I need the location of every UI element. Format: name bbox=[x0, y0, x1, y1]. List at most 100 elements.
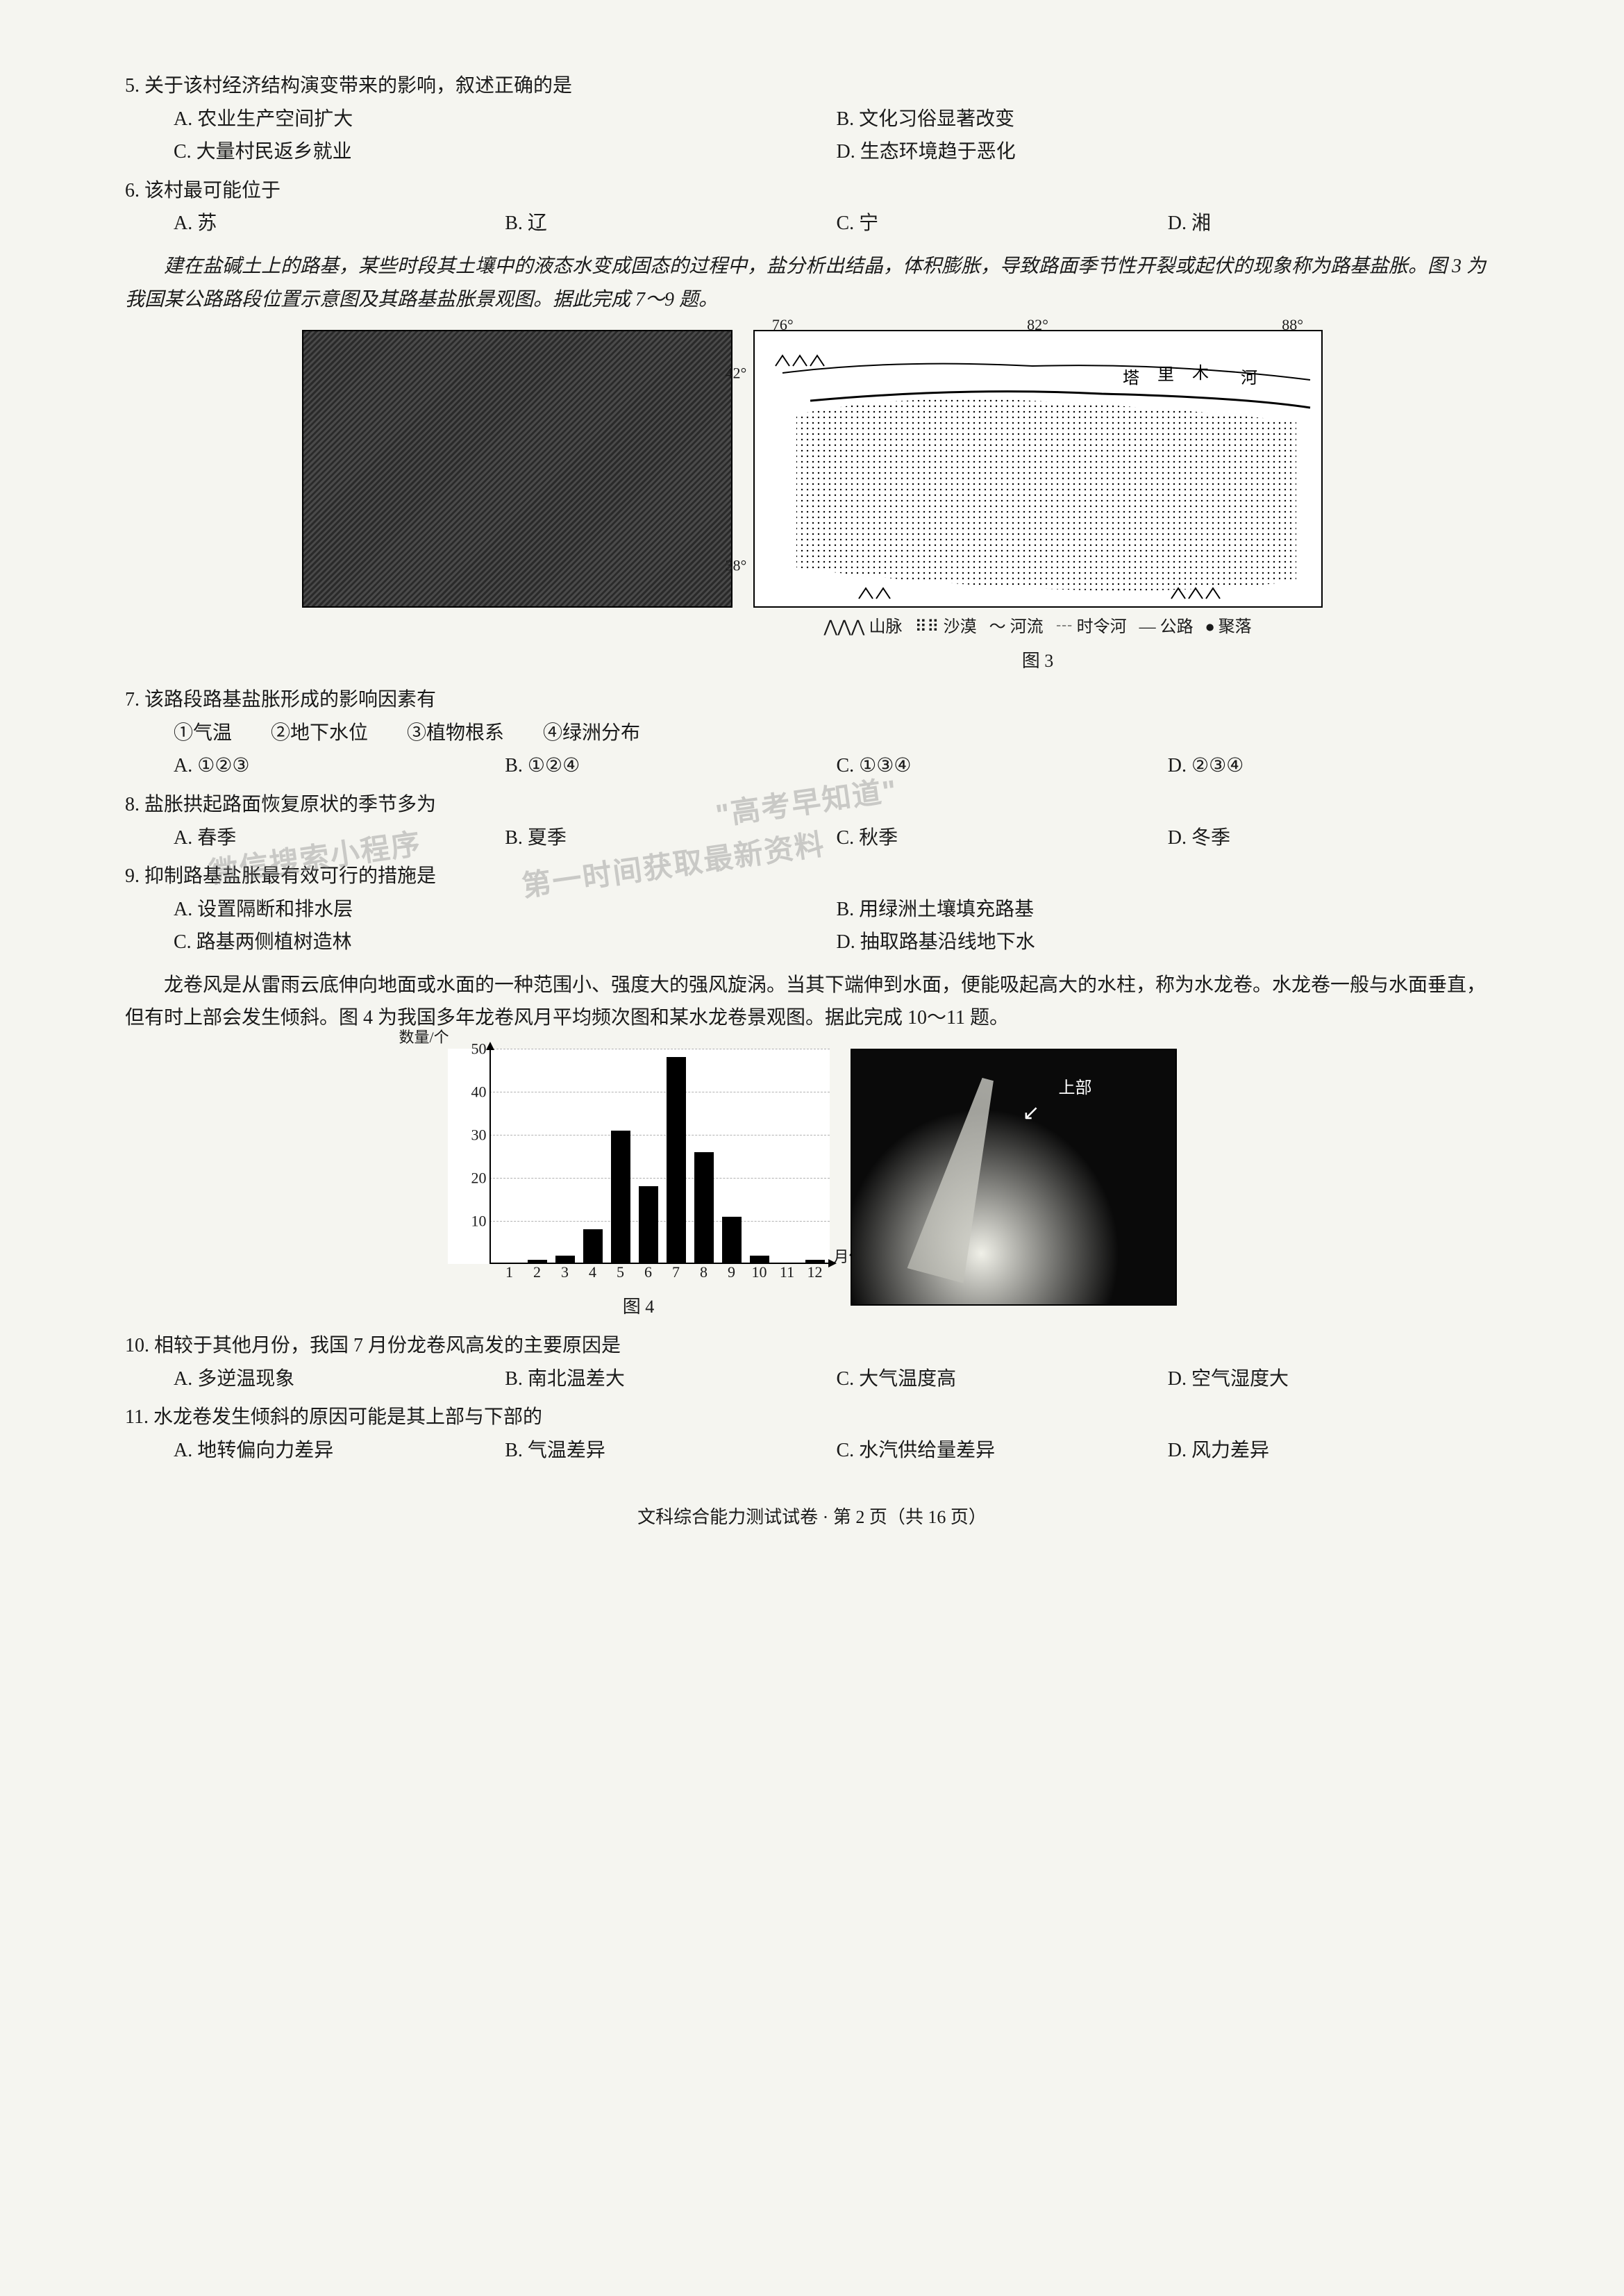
page-content: 5. 关于该村经济结构演变带来的影响，叙述正确的是 A. 农业生产空间扩大 B.… bbox=[125, 69, 1499, 1533]
q10-number: 10. bbox=[125, 1335, 149, 1356]
q5-option-a: A. 农业生产空间扩大 bbox=[174, 103, 837, 136]
passage-tornado: 龙卷风是从雷雨云底伸向地面或水面的一种范围小、强度大的强风旋涡。当其下端伸到水面… bbox=[125, 969, 1499, 1035]
q11-option-b: B. 气温差异 bbox=[505, 1434, 836, 1467]
x-tick-label: 7 bbox=[672, 1259, 680, 1285]
q9-option-a: A. 设置隔断和排水层 bbox=[174, 893, 837, 926]
bar-month-6 bbox=[639, 1186, 658, 1264]
y-tick-label: 10 bbox=[460, 1208, 487, 1233]
question-9: 9. 抑制路基盐胀最有效可行的措施是 A. 设置隔断和排水层 B. 用绿洲土壤填… bbox=[125, 860, 1499, 959]
q10-option-b: B. 南北温差大 bbox=[505, 1363, 836, 1396]
q9-option-c: C. 路基两侧植树造林 bbox=[174, 926, 837, 959]
q9-option-b: B. 用绿洲土壤填充路基 bbox=[837, 893, 1500, 926]
x-tick-label: 10 bbox=[752, 1259, 767, 1285]
y-axis-label: 数量/个 bbox=[399, 1024, 449, 1050]
q7-option-a: A. ①②③ bbox=[174, 749, 505, 783]
legend-road: — 公路 bbox=[1139, 618, 1194, 636]
q7-option-c: C. ①③④ bbox=[837, 749, 1168, 783]
q5-number: 5. bbox=[125, 75, 140, 97]
waterspout-photo: 上部 ↙ bbox=[851, 1049, 1177, 1306]
fig4-chart-container: 数量/个 月份 1020304050123456789101112 图 4 bbox=[448, 1049, 830, 1322]
q8-number: 8. bbox=[125, 794, 140, 815]
x-tick-label: 4 bbox=[589, 1259, 596, 1285]
x-tick-label: 6 bbox=[644, 1259, 652, 1285]
q5-option-c: C. 大量村民返乡就业 bbox=[174, 135, 837, 169]
bar-month-9 bbox=[722, 1217, 742, 1264]
bar-month-7 bbox=[667, 1057, 686, 1264]
q5-option-b: B. 文化习俗显著改变 bbox=[837, 103, 1500, 136]
y-tick-label: 30 bbox=[460, 1122, 487, 1147]
q6-option-b: B. 辽 bbox=[505, 207, 836, 240]
legend-mountain: ⋀⋀⋀ 山脉 bbox=[823, 618, 902, 636]
tarim-map: 76° 82° 88° 42° 38° 塔 里 木 bbox=[753, 330, 1323, 608]
grid-line bbox=[489, 1178, 830, 1179]
q10-option-a: A. 多逆温现象 bbox=[174, 1363, 505, 1396]
question-6: 6. 该村最可能位于 A. 苏 B. 辽 C. 宁 D. 湘 bbox=[125, 174, 1499, 240]
q11-stem: 水龙卷发生倾斜的原因可能是其上部与下部的 bbox=[153, 1406, 542, 1428]
question-5: 5. 关于该村经济结构演变带来的影响，叙述正确的是 A. 农业生产空间扩大 B.… bbox=[125, 69, 1499, 169]
q6-option-d: D. 湘 bbox=[1168, 207, 1499, 240]
tornado-bar-chart: 数量/个 月份 1020304050123456789101112 bbox=[448, 1049, 830, 1264]
figure-4-row: 数量/个 月份 1020304050123456789101112 图 4 上部… bbox=[125, 1049, 1499, 1322]
q8-option-b: B. 夏季 bbox=[505, 822, 836, 855]
x-tick-label: 12 bbox=[807, 1259, 823, 1285]
q6-option-c: C. 宁 bbox=[837, 207, 1168, 240]
q11-options: A. 地转偏向力差异 B. 气温差异 C. 水汽供给量差异 D. 风力差异 bbox=[174, 1434, 1499, 1467]
q6-stem: 该村最可能位于 bbox=[144, 180, 281, 201]
q6-options: A. 苏 B. 辽 C. 宁 D. 湘 bbox=[174, 207, 1499, 240]
question-11: 11. 水龙卷发生倾斜的原因可能是其上部与下部的 A. 地转偏向力差异 B. 气… bbox=[125, 1401, 1499, 1467]
q10-option-d: D. 空气湿度大 bbox=[1168, 1363, 1499, 1396]
x-tick-label: 2 bbox=[533, 1259, 541, 1285]
q11-number: 11. bbox=[125, 1406, 149, 1428]
x-tick-label: 5 bbox=[617, 1259, 624, 1285]
q11-option-c: C. 水汽供给量差异 bbox=[837, 1434, 1168, 1467]
fig3-legend: ⋀⋀⋀ 山脉 ⠿⠿ 沙漠 〜 河流 ┄ 时令河 — 公路 ⦁ 聚落 bbox=[753, 613, 1323, 642]
q8-options: A. 春季 B. 夏季 C. 秋季 D. 冬季 bbox=[174, 822, 1499, 855]
question-7: 7. 该路段路基盐胀形成的影响因素有 ①气温 ②地下水位 ③植物根系 ④绿洲分布… bbox=[125, 683, 1499, 783]
q7-option-b: B. ①②④ bbox=[505, 749, 836, 783]
q7-number: 7. bbox=[125, 689, 140, 710]
svg-text:塔: 塔 bbox=[1123, 369, 1139, 388]
q7-items: ①气温 ②地下水位 ③植物根系 ④绿洲分布 bbox=[174, 717, 1499, 750]
x-tick-label: 3 bbox=[561, 1259, 569, 1285]
fig3-photo bbox=[302, 330, 733, 608]
legend-seasonal-river: ┄ 时令河 bbox=[1056, 618, 1127, 636]
tornado-arrow-icon: ↙ bbox=[1022, 1095, 1039, 1131]
grid-line bbox=[489, 1221, 830, 1222]
lat-42: 42° bbox=[726, 360, 747, 385]
q8-option-d: D. 冬季 bbox=[1168, 822, 1499, 855]
x-arrow-icon bbox=[828, 1259, 837, 1267]
question-10: 10. 相较于其他月份，我国 7 月份龙卷风高发的主要原因是 A. 多逆温现象 … bbox=[125, 1329, 1499, 1395]
q8-option-c: C. 秋季 bbox=[837, 822, 1168, 855]
lat-38: 38° bbox=[726, 552, 747, 578]
legend-river: 〜 河流 bbox=[989, 618, 1044, 636]
q11-option-a: A. 地转偏向力差异 bbox=[174, 1434, 505, 1467]
tornado-top-label: 上部 bbox=[1059, 1074, 1092, 1103]
x-tick-label: 1 bbox=[505, 1259, 513, 1285]
q10-stem: 相较于其他月份，我国 7 月份龙卷风高发的主要原因是 bbox=[154, 1335, 621, 1356]
q10-option-c: C. 大气温度高 bbox=[837, 1363, 1168, 1396]
x-tick-label: 8 bbox=[700, 1259, 708, 1285]
passage-salt-heave: 建在盐碱土上的路基，某些时段其土壤中的液态水变成固态的过程中，盐分析出结晶，体积… bbox=[125, 250, 1499, 316]
map-svg: 塔 里 木 河 bbox=[755, 331, 1324, 609]
y-tick-label: 40 bbox=[460, 1079, 487, 1104]
funnel-shape bbox=[907, 1072, 1016, 1283]
x-tick-label: 11 bbox=[780, 1259, 794, 1285]
q8-stem: 盐胀拱起路面恢复原状的季节多为 bbox=[144, 794, 436, 815]
q5-option-d: D. 生态环境趋于恶化 bbox=[837, 135, 1500, 169]
fig3-map-container: 76° 82° 88° 42° 38° 塔 里 木 bbox=[753, 330, 1323, 676]
q8-option-a: A. 春季 bbox=[174, 822, 505, 855]
fig4-caption: 图 4 bbox=[448, 1292, 830, 1322]
y-axis bbox=[489, 1049, 491, 1264]
q7-option-d: D. ②③④ bbox=[1168, 749, 1499, 783]
page-footer: 文科综合能力测试试卷 · 第 2 页（共 16 页） bbox=[125, 1502, 1499, 1533]
x-tick-label: 9 bbox=[728, 1259, 735, 1285]
question-8: 8. 盐胀拱起路面恢复原状的季节多为 A. 春季 B. 夏季 C. 秋季 D. … bbox=[125, 788, 1499, 854]
bar-month-5 bbox=[611, 1131, 630, 1264]
q9-options: A. 设置隔断和排水层 B. 用绿洲土壤填充路基 C. 路基两侧植树造林 D. … bbox=[174, 893, 1499, 959]
q6-option-a: A. 苏 bbox=[174, 207, 505, 240]
legend-settlement: ⦁ 聚落 bbox=[1206, 618, 1252, 636]
y-tick-label: 20 bbox=[460, 1165, 487, 1190]
svg-text:河: 河 bbox=[1241, 369, 1257, 388]
q10-options: A. 多逆温现象 B. 南北温差大 C. 大气温度高 D. 空气湿度大 bbox=[174, 1363, 1499, 1396]
q9-number: 9. bbox=[125, 865, 140, 887]
